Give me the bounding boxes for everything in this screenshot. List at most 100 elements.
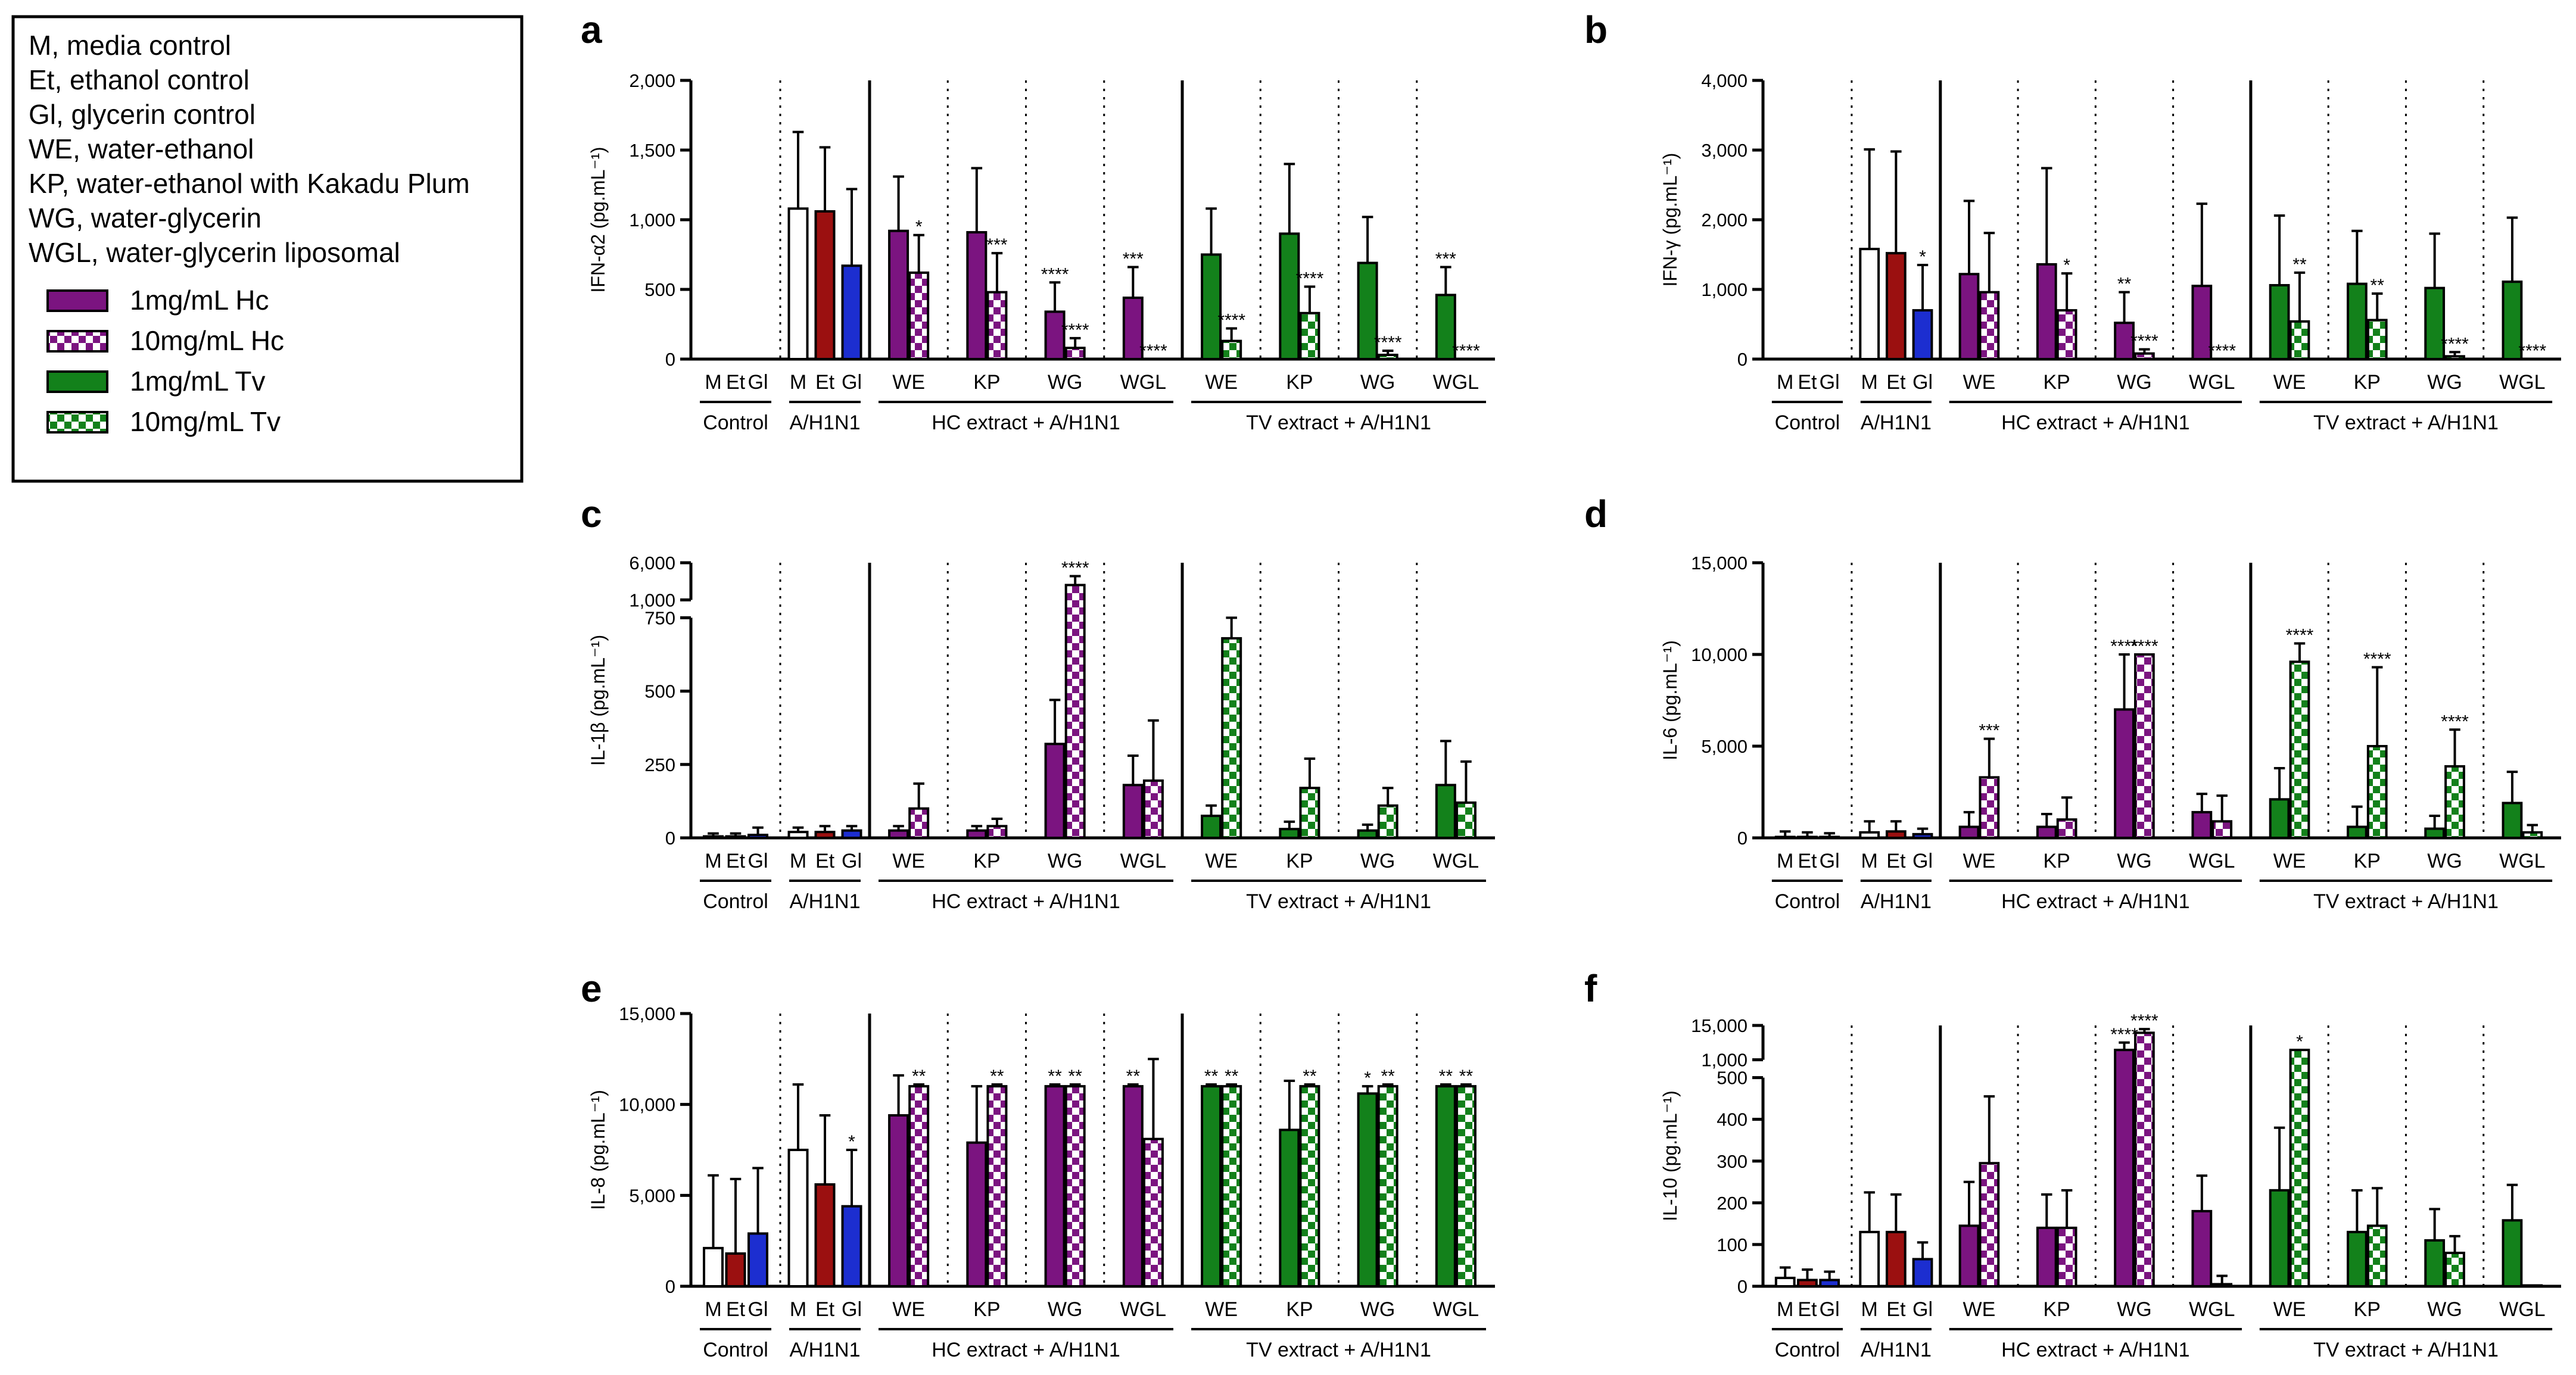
bar-tv-WG-10mg-significance: **** [2441,712,2469,731]
y-tick-label: 1,000 [1701,279,1748,300]
section-label: Control [1775,411,1840,434]
bar-tv-WGL-1mg [2502,280,2523,360]
y-tick-label: 2,000 [1701,210,1748,230]
x-tick-label-control: Et [1798,850,1817,872]
x-tick-label-control: M [1777,850,1793,872]
bar-tv-WGL-10mg-significance: **** [1452,341,1480,361]
bar-control-Gl [1819,1279,1840,1288]
legend-frame [11,15,524,483]
legend: M, media control Et, ethanol control Gl,… [11,15,524,483]
section-label: A/H1N1 [1861,411,1932,434]
panel-letter-d: d [1584,492,1608,535]
bar-tv-WG-1mg [2424,827,2446,839]
x-tick-label-tv: WG [1360,850,1396,872]
bar-tv-WGL-10mg [1455,1085,1477,1287]
x-tick-label-control: Gl [1820,1298,1840,1321]
bar-hc-WE-10mg [1979,1162,2000,1288]
x-tick-label-control: M [705,850,721,872]
y-tick-label: 0 [1737,828,1748,849]
bar-tv-WE-1mg [2269,283,2290,361]
x-tick-label-tv: WGL [2499,371,2545,394]
bar-hc-KP-1mg [2036,825,2057,840]
bar-hc-WG-10mg-significance: **** [1061,320,1089,340]
section-label: A/H1N1 [789,1339,860,1361]
y-tick-label: 15,000 [1691,553,1748,573]
y-tick-label: 750 [644,607,675,628]
bar-hc-WGL-1mg-significance: ** [1126,1067,1141,1086]
x-tick-label-h1n1: Gl [1912,850,1933,872]
bar-tv-WG-10mg-significance: ** [1381,1067,1395,1086]
bar-control-M [1774,1276,1796,1287]
y-tick-label: 5,000 [629,1185,675,1206]
section-label: TV extract + A/H1N1 [1246,1339,1431,1361]
x-tick-label-tv: WGL [1433,371,1479,394]
bar-hc-WGL-1mg-significance: *** [1123,250,1144,269]
bar-h1n1-M [787,207,809,360]
x-tick-label-h1n1: Gl [842,850,862,872]
bar-tv-WE-1mg [2269,798,2290,839]
bar-tv-WG-1mg-significance: * [1364,1068,1371,1088]
panel-letter-a: a [581,8,602,51]
bar-hc-WE-10mg [908,1085,930,1287]
x-tick-label-tv: WE [1205,371,1238,394]
bar-tv-WG-10mg [1377,353,1398,360]
x-tick-label-hc: WE [1963,1298,1996,1321]
x-tick-label-tv: WG [1360,371,1396,394]
x-tick-label-tv: KP [1286,850,1313,872]
bar-tv-KP-10mg-significance: **** [2363,650,2391,669]
section-label: Control [1775,1339,1840,1361]
x-tick-label-hc: KP [2044,850,2070,872]
legend-abbrev-4: KP, water-ethanol with Kakadu Plum [29,168,470,199]
x-tick-label-hc: KP [973,371,1000,394]
bar-hc-KP-10mg [986,1085,1008,1287]
bar-hc-WE-10mg [1979,291,2000,360]
y-tick-label: 0 [1737,349,1748,370]
y-axis-label-a: IFN-α2 (pg.mL⁻¹) [587,146,609,292]
bar-h1n1-Et [814,210,836,360]
bar-tv-WE-10mg-significance: **** [2286,626,2314,646]
bar-hc-KP-10mg [2056,818,2077,839]
bar-tv-KP-1mg [2346,1230,2368,1287]
bar-hc-KP-10mg [986,291,1008,360]
bar-tv-KP-10mg [2366,745,2388,839]
y-tick-label: 500 [644,279,675,300]
bar-h1n1-Gl [841,264,862,360]
bar-h1n1-Gl [1912,309,1933,360]
bar-tv-WGL-10mg [2522,831,2543,840]
bar-tv-WGL-1mg [1435,1085,1456,1287]
x-tick-label-h1n1: M [790,371,806,394]
section-label: HC extract + A/H1N1 [932,1339,1120,1361]
section-label: A/H1N1 [789,890,860,913]
y-tick-label: 3,000 [1701,140,1748,161]
bar-hc-WGL-10mg [2211,820,2233,840]
bar-tv-KP-1mg [2346,282,2368,361]
bar-hc-WG-1mg [1044,743,1066,839]
legend-swatch-tv-1mg [46,370,108,393]
x-tick-label-h1n1: Et [815,1298,835,1321]
bar-tv-WE-10mg-significance: * [2296,1032,2303,1052]
x-tick-label-hc: WE [892,371,925,394]
bar-hc-WE-10mg [908,807,930,839]
bar-hc-WG-1mg [1044,310,1066,360]
bar-hc-WGL-1mg [2191,810,2213,840]
bar-h1n1-Et [814,831,836,840]
x-tick-label-tv: WGL [1433,850,1479,872]
x-tick-label-control: Et [1798,1298,1817,1321]
bar-hc-WG-1mg-significance: **** [2110,1025,2138,1044]
bar-tv-WE-10mg [2289,1049,2310,1287]
x-tick-label-control: Gl [748,1298,768,1321]
section-label: Control [703,890,768,913]
x-tick-label-h1n1: Gl [1912,1298,1933,1321]
bar-hc-WG-1mg [1044,1085,1066,1287]
x-tick-label-hc: WGL [2189,1298,2235,1321]
bar-hc-KP-10mg-significance: * [2063,255,2070,275]
bar-tv-WE-10mg [1221,339,1242,361]
bar-hc-WGL-10mg-significance: **** [2208,341,2236,361]
bar-hc-WGL-10mg [1142,1137,1164,1288]
y-tick-label: 0 [665,349,675,370]
